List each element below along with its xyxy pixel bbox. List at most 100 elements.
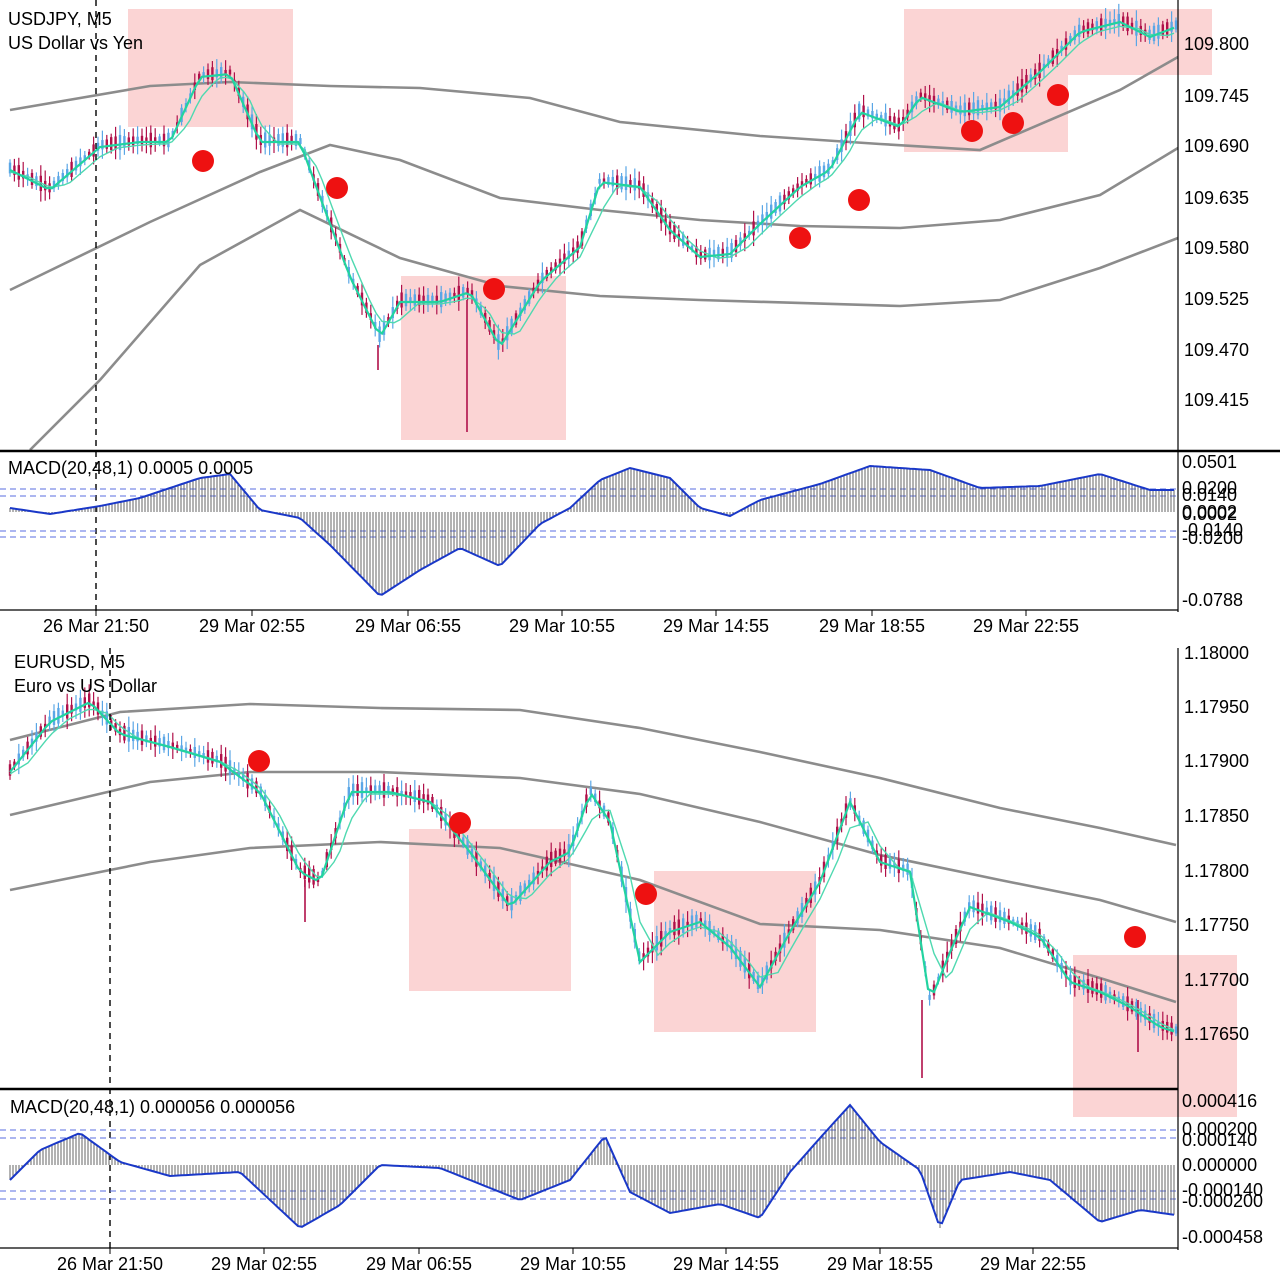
eurusd-candle-body	[57, 707, 60, 724]
usdjpy-signal-dot	[192, 150, 214, 172]
usdjpy-candle-body	[422, 295, 425, 305]
usdjpy-ma-fast	[9, 20, 1175, 346]
eurusd-candle-body	[1082, 979, 1085, 990]
eurusd-candle-body	[1064, 970, 1068, 978]
eurusd-candle-body	[189, 748, 192, 754]
usdjpy-candle-body	[646, 192, 650, 201]
eurusd-candle-body	[123, 725, 126, 741]
eurusd-candle-body	[136, 731, 139, 742]
usdjpy-candle-body	[818, 166, 821, 182]
usdjpy-candle-body	[796, 183, 799, 191]
usdjpy-candle-body	[805, 178, 808, 184]
eurusd-candle-body	[440, 806, 443, 822]
usdjpy-candle-body	[972, 102, 975, 115]
eurusd-candle-body	[739, 950, 742, 967]
eurusd-candle-body	[1148, 1013, 1151, 1023]
usdjpy-candle-body	[616, 175, 619, 189]
eurusd-signal-dot	[248, 750, 270, 772]
usdjpy-candle-body	[453, 292, 456, 298]
usdjpy-candle-body	[123, 136, 126, 148]
usdjpy-time-label: 26 Mar 21:50	[43, 616, 149, 636]
usdjpy-candle-body	[787, 191, 790, 200]
usdjpy-macd-panel[interactable]: MACD(20,48,1) 0.0005 0.0005	[0, 458, 1178, 596]
eurusd-candle-body	[1042, 936, 1046, 946]
usdjpy-candle-body	[1064, 38, 1068, 50]
eurusd-candle-body	[497, 881, 500, 897]
usdjpy-candle-body	[400, 292, 403, 308]
eurusd-macd-curve	[9, 1103, 1175, 1228]
usdjpy-candle-body	[118, 134, 122, 151]
eurusd-candle-body	[488, 872, 491, 881]
eurusd-candle-body	[462, 837, 465, 846]
eurusd-envelope-lines	[9, 702, 1177, 1004]
usdjpy-candle-body	[924, 93, 927, 101]
usdjpy-candle-body	[61, 173, 64, 181]
usdjpy-candle-body	[1174, 20, 1178, 30]
usdjpy-candle-body	[136, 136, 139, 144]
eurusd-candle-body	[523, 883, 526, 894]
usdjpy-candle-body	[57, 176, 60, 186]
usdjpy-candle-body	[1078, 24, 1081, 37]
eurusd-candle-body	[1135, 1001, 1138, 1017]
usdjpy-candle-body	[783, 194, 786, 205]
eurusd-candle-body	[1139, 1007, 1142, 1017]
usdjpy-time-axis: 26 Mar 21:50 29 Mar 02:55 29 Mar 06:55 29 M…	[43, 610, 1079, 636]
eurusd-macd-level-label: 0.000416	[1182, 1091, 1257, 1111]
eurusd-candle-body	[193, 746, 196, 758]
usdjpy-candle-body	[418, 294, 421, 306]
eurusd-macd-panel[interactable]: MACD(20,48,1) 0.000056 0.000056	[0, 1097, 1178, 1228]
usdjpy-candle-body	[743, 233, 746, 242]
usdjpy-candle-body	[660, 207, 663, 224]
eurusd-candle-body	[1152, 1013, 1156, 1029]
eurusd-candle-body	[528, 879, 531, 887]
eurusd-candle-body	[167, 740, 170, 749]
usdjpy-candle-body	[554, 262, 557, 271]
usdjpy-candle-body	[206, 69, 210, 80]
usdjpy-candle-body	[770, 204, 773, 219]
eurusd-candle-body	[242, 773, 245, 782]
usdjpy-candle-body	[968, 102, 971, 116]
usdjpy-candle-body	[734, 239, 738, 253]
eurusd-candle-body	[972, 900, 975, 913]
eurusd-candle-body	[712, 929, 716, 935]
usdjpy-candle-body	[748, 230, 751, 235]
eurusd-candle-body	[1157, 1021, 1160, 1027]
eurusd-candle-body	[303, 865, 306, 880]
usdjpy-candle-body	[629, 179, 632, 188]
eurusd-candle-body	[13, 761, 16, 768]
usdjpy-candle-body	[906, 109, 909, 118]
usdjpy-envelope-line-3	[29, 208, 1179, 451]
eurusd-candle-body	[598, 800, 601, 809]
eurusd-candle-body	[435, 804, 438, 813]
usdjpy-zone-2	[401, 276, 566, 440]
usdjpy-price-label: 109.745	[1184, 86, 1249, 106]
eurusd-ma-fast	[9, 701, 1175, 1033]
usdjpy-candle-body	[932, 95, 936, 105]
usdjpy-price-panel[interactable]: USDJPY, M5 US Dollar vs Yen	[8, 3, 1212, 451]
eurusd-candle-body	[585, 794, 588, 808]
eurusd-candle-body	[589, 787, 592, 796]
usdjpy-candle-body	[576, 241, 579, 253]
usdjpy-candle-body	[426, 294, 430, 306]
eurusd-candle-body	[492, 875, 496, 891]
eurusd-price-panel[interactable]: EURUSD, M5 Euro vs US Dollar	[8, 652, 1237, 1117]
eurusd-candle-body	[312, 868, 315, 885]
eurusd-macd-level-label: 0.000140	[1182, 1130, 1257, 1150]
eurusd-candle-body	[365, 787, 368, 793]
eurusd-candle-body	[1060, 963, 1063, 972]
eurusd-candle-body	[519, 885, 522, 902]
usdjpy-candle-body	[8, 162, 12, 174]
eurusd-candle-body	[695, 914, 698, 928]
eurusd-candle-body	[39, 726, 42, 737]
usdjpy-price-label: 109.580	[1184, 238, 1249, 258]
usdjpy-candle-body	[682, 233, 685, 246]
usdjpy-candle-body	[101, 140, 104, 150]
usdjpy-candle-body	[1108, 19, 1112, 26]
usdjpy-candle-body	[620, 176, 623, 190]
eurusd-candle-body	[426, 794, 430, 805]
usdjpy-candle-body	[462, 287, 465, 298]
usdjpy-candle-body	[413, 294, 416, 306]
eurusd-candle-body	[906, 863, 909, 875]
eurusd-time-axis: 26 Mar 21:50 29 Mar 02:55 29 Mar 06:55 29 M…	[57, 1248, 1086, 1274]
